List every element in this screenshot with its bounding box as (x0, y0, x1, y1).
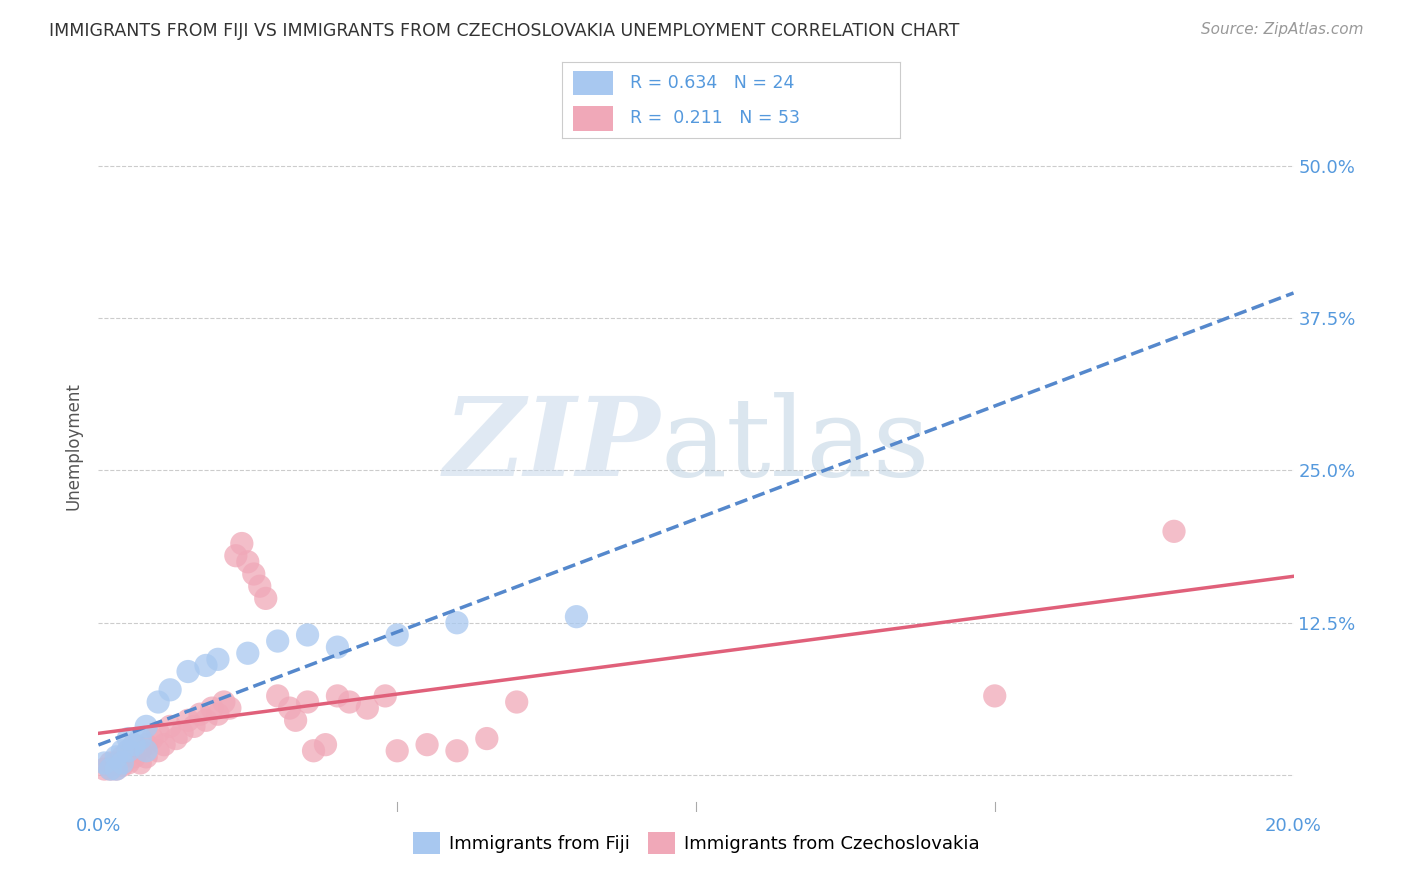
Point (124, 738, 146, 752)
Point (201, 701, 224, 715)
Point (105, 756, 128, 770)
Point (129, 731, 152, 746)
Text: ZIP: ZIP (443, 392, 661, 500)
Point (297, 695, 319, 709)
Point (93, 756, 115, 770)
Point (225, 549, 247, 563)
Point (148, 744, 170, 758)
Point (267, 689, 290, 703)
Point (111, 756, 134, 770)
Point (207, 707, 229, 722)
Point (243, 567, 266, 582)
Point (153, 738, 176, 752)
Point (148, 725, 170, 739)
Legend: Immigrants from Fiji, Immigrants from Czechoslovakia: Immigrants from Fiji, Immigrants from Cz… (405, 825, 987, 861)
Point (98, 762, 122, 776)
Point (1163, 524, 1185, 539)
Point (129, 744, 152, 758)
Point (165, 731, 187, 746)
Point (159, 682, 181, 697)
Point (98, 756, 122, 770)
Point (326, 689, 349, 703)
Point (129, 756, 152, 770)
Point (105, 749, 128, 764)
Point (148, 695, 170, 709)
Point (111, 749, 134, 764)
Point (195, 714, 218, 728)
Point (339, 695, 361, 709)
Point (117, 731, 139, 746)
Point (565, 609, 588, 624)
Point (446, 744, 468, 758)
FancyBboxPatch shape (572, 106, 613, 130)
Point (117, 756, 139, 770)
Point (267, 634, 290, 648)
Point (236, 555, 259, 569)
Text: R =  0.211   N = 53: R = 0.211 N = 53 (630, 109, 800, 127)
Point (111, 744, 134, 758)
Point (135, 738, 157, 752)
FancyBboxPatch shape (572, 70, 613, 95)
Point (236, 646, 259, 660)
Point (195, 658, 218, 673)
Text: Source: ZipAtlas.com: Source: ZipAtlas.com (1201, 22, 1364, 37)
Point (135, 744, 157, 758)
Point (416, 738, 439, 752)
Point (124, 738, 146, 752)
Point (297, 628, 319, 642)
Point (984, 689, 1007, 703)
Point (188, 707, 211, 722)
Point (98, 762, 122, 776)
Point (172, 725, 194, 739)
Point (475, 731, 498, 746)
Point (207, 652, 229, 666)
Point (219, 701, 242, 715)
Point (177, 665, 200, 679)
Y-axis label: Unemployment: Unemployment (65, 382, 83, 510)
Point (385, 628, 409, 642)
Point (117, 744, 139, 758)
Point (135, 719, 157, 733)
Point (231, 536, 253, 550)
Point (284, 714, 307, 728)
Point (117, 744, 139, 758)
Point (506, 695, 529, 709)
Text: IMMIGRANTS FROM FIJI VS IMMIGRANTS FROM CZECHOSLOVAKIA UNEMPLOYMENT CORRELATION : IMMIGRANTS FROM FIJI VS IMMIGRANTS FROM … (49, 22, 959, 40)
Point (177, 714, 200, 728)
Point (315, 738, 337, 752)
Point (385, 744, 409, 758)
Point (105, 762, 128, 776)
Point (249, 579, 271, 593)
Point (254, 591, 277, 606)
Point (135, 749, 157, 764)
Point (374, 689, 396, 703)
Point (93, 762, 115, 776)
Point (446, 615, 468, 630)
Point (212, 695, 235, 709)
Point (183, 719, 205, 733)
Point (159, 719, 181, 733)
Point (302, 744, 325, 758)
Text: atlas: atlas (661, 392, 929, 500)
Point (326, 640, 349, 655)
Point (278, 701, 301, 715)
Point (124, 749, 146, 764)
Text: R = 0.634   N = 24: R = 0.634 N = 24 (630, 74, 794, 92)
Point (111, 758, 134, 772)
Point (105, 762, 128, 776)
Point (356, 701, 378, 715)
Point (141, 731, 163, 746)
